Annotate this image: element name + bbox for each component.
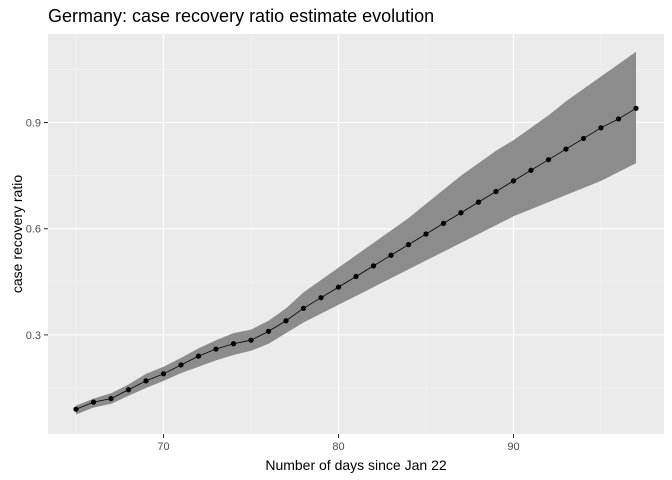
data-point (230, 341, 237, 347)
data-point (423, 231, 429, 237)
data-point (125, 387, 132, 393)
data-point (265, 328, 272, 334)
x-axis-title: Number of days since Jan 22 (265, 457, 447, 473)
grid-major (48, 34, 664, 434)
chart-title: Germany: case recovery ratio estimate ev… (48, 6, 435, 26)
y-tick-label: 0.9 (26, 117, 41, 129)
y-axis-ticks: 0.3 0.6 0.9 (26, 117, 48, 342)
data-point (283, 318, 289, 324)
data-point (143, 378, 149, 384)
data-point (458, 210, 464, 216)
data-point (248, 337, 254, 343)
x-tick-label: 70 (157, 441, 169, 453)
x-tick-label: 90 (507, 441, 519, 453)
data-point (160, 371, 167, 377)
data-point (615, 116, 622, 122)
data-point (300, 305, 307, 311)
panel-background (48, 34, 664, 434)
data-point (528, 167, 534, 173)
data-point (335, 284, 342, 290)
data-point (545, 157, 552, 163)
data-point (90, 399, 97, 405)
x-tick-label: 80 (332, 441, 344, 453)
data-point (580, 135, 587, 142)
data-point (213, 346, 219, 352)
data-points (73, 105, 639, 412)
data-point (73, 406, 79, 412)
data-point (108, 396, 114, 402)
data-point (475, 199, 482, 205)
y-tick-label: 0.6 (26, 224, 41, 236)
data-point (353, 273, 359, 280)
x-axis-ticks: 70 80 90 (157, 434, 520, 453)
data-point (195, 353, 202, 359)
y-axis-title: case recovery ratio (9, 175, 25, 293)
data-point (318, 295, 324, 301)
data-point (388, 252, 394, 258)
data-point (633, 105, 639, 111)
data-point (370, 263, 377, 269)
data-point (440, 220, 447, 226)
y-tick-label: 0.3 (26, 330, 41, 342)
data-point (493, 188, 499, 195)
data-point (563, 146, 569, 152)
data-point (510, 178, 517, 184)
data-point (178, 362, 184, 368)
data-point (405, 242, 412, 248)
data-point (598, 125, 604, 131)
